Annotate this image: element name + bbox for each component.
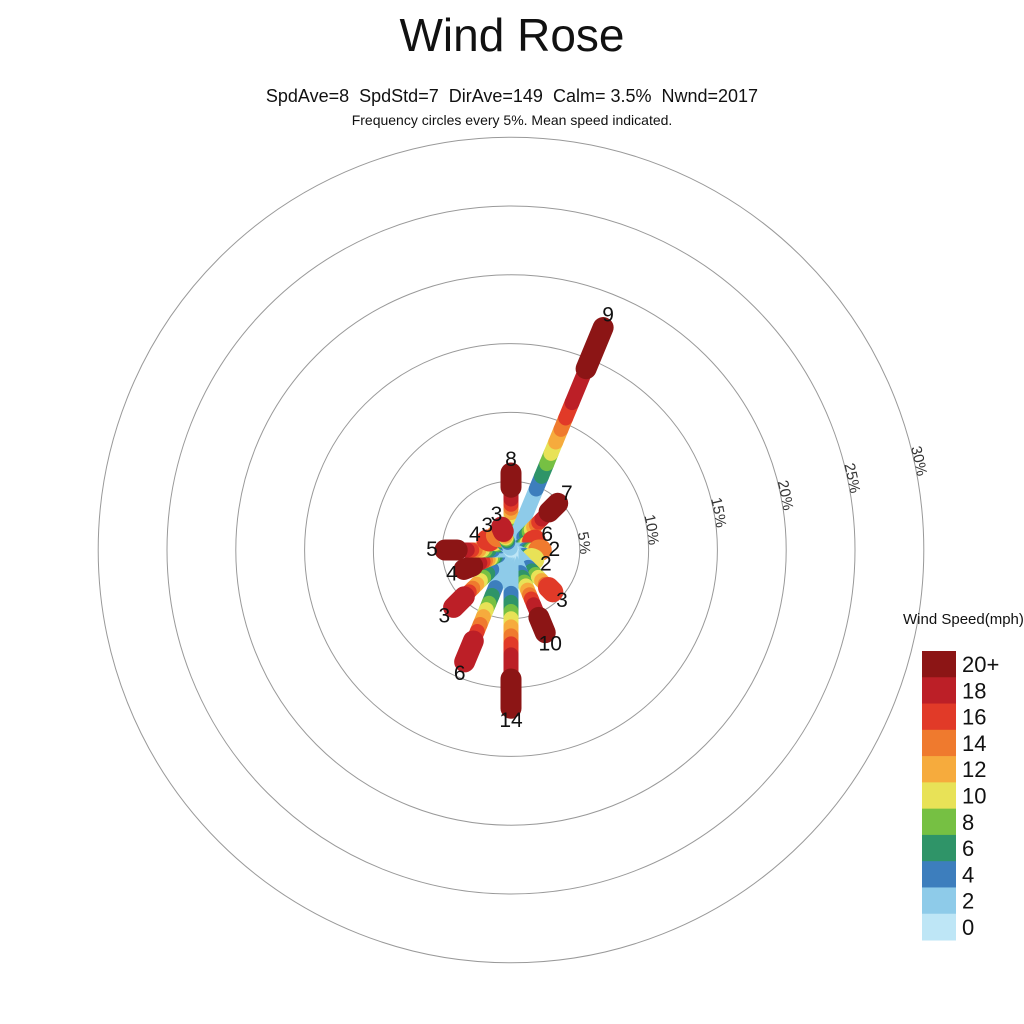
svg-text:3: 3 — [491, 503, 503, 526]
svg-text:9: 9 — [602, 304, 614, 327]
svg-text:10: 10 — [539, 633, 562, 656]
svg-text:4: 4 — [446, 563, 458, 586]
svg-text:2: 2 — [962, 889, 974, 914]
svg-text:2: 2 — [548, 538, 560, 561]
svg-text:6: 6 — [454, 662, 466, 685]
svg-text:8: 8 — [505, 448, 517, 471]
svg-text:20%: 20% — [774, 479, 797, 512]
svg-text:5: 5 — [426, 538, 438, 561]
svg-text:3: 3 — [556, 589, 568, 612]
svg-text:3: 3 — [439, 605, 451, 628]
svg-text:20+: 20+ — [962, 652, 999, 677]
svg-text:16: 16 — [962, 705, 986, 730]
svg-text:25%: 25% — [840, 461, 863, 494]
svg-text:12: 12 — [962, 757, 986, 782]
svg-text:Wind Speed(mph): Wind Speed(mph) — [903, 611, 1024, 628]
svg-text:0: 0 — [962, 915, 974, 940]
svg-text:15%: 15% — [707, 496, 729, 529]
svg-text:4: 4 — [962, 862, 974, 887]
svg-text:10%: 10% — [640, 513, 661, 546]
svg-text:6: 6 — [962, 836, 974, 861]
svg-text:3: 3 — [481, 514, 493, 537]
svg-text:14: 14 — [962, 731, 986, 756]
svg-text:2: 2 — [540, 553, 552, 576]
svg-text:30%: 30% — [907, 444, 930, 477]
svg-text:6: 6 — [541, 523, 553, 546]
svg-text:4: 4 — [469, 523, 481, 546]
svg-text:5%: 5% — [574, 530, 593, 554]
svg-text:7: 7 — [561, 482, 573, 505]
svg-text:18: 18 — [962, 678, 986, 703]
svg-text:8: 8 — [962, 810, 974, 835]
svg-text:14: 14 — [499, 709, 523, 732]
svg-text:10: 10 — [962, 784, 986, 809]
